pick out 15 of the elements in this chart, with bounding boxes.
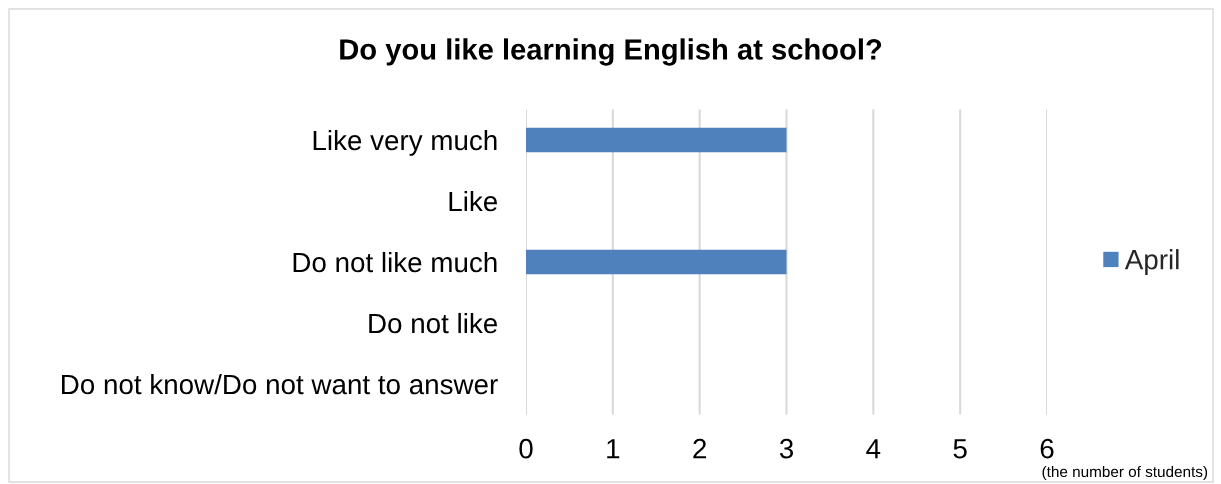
x-tick-label: 0	[519, 438, 533, 459]
y-tick-label: Like very much	[313, 129, 497, 156]
chart-title: Do you like learning English at school?	[340, 38, 882, 66]
legend-label: April	[1124, 249, 1179, 275]
x-tick-label: 5	[953, 439, 967, 459]
x-tick-label: 4	[866, 439, 881, 459]
y-tick-label: Like	[449, 190, 497, 212]
x-tick-label: 1	[607, 439, 620, 459]
y-tick-label: Do not know/Do not want to answer	[62, 373, 498, 395]
text: (the number of students)	[1042, 465, 1208, 481]
x-tick-label: 2	[693, 438, 706, 459]
y-tick-label: Do not like	[369, 312, 497, 334]
x-tick-label: 6	[1040, 438, 1054, 459]
y-tick-label: Do not like much	[293, 251, 497, 273]
x-tick-label: 3	[779, 438, 794, 459]
